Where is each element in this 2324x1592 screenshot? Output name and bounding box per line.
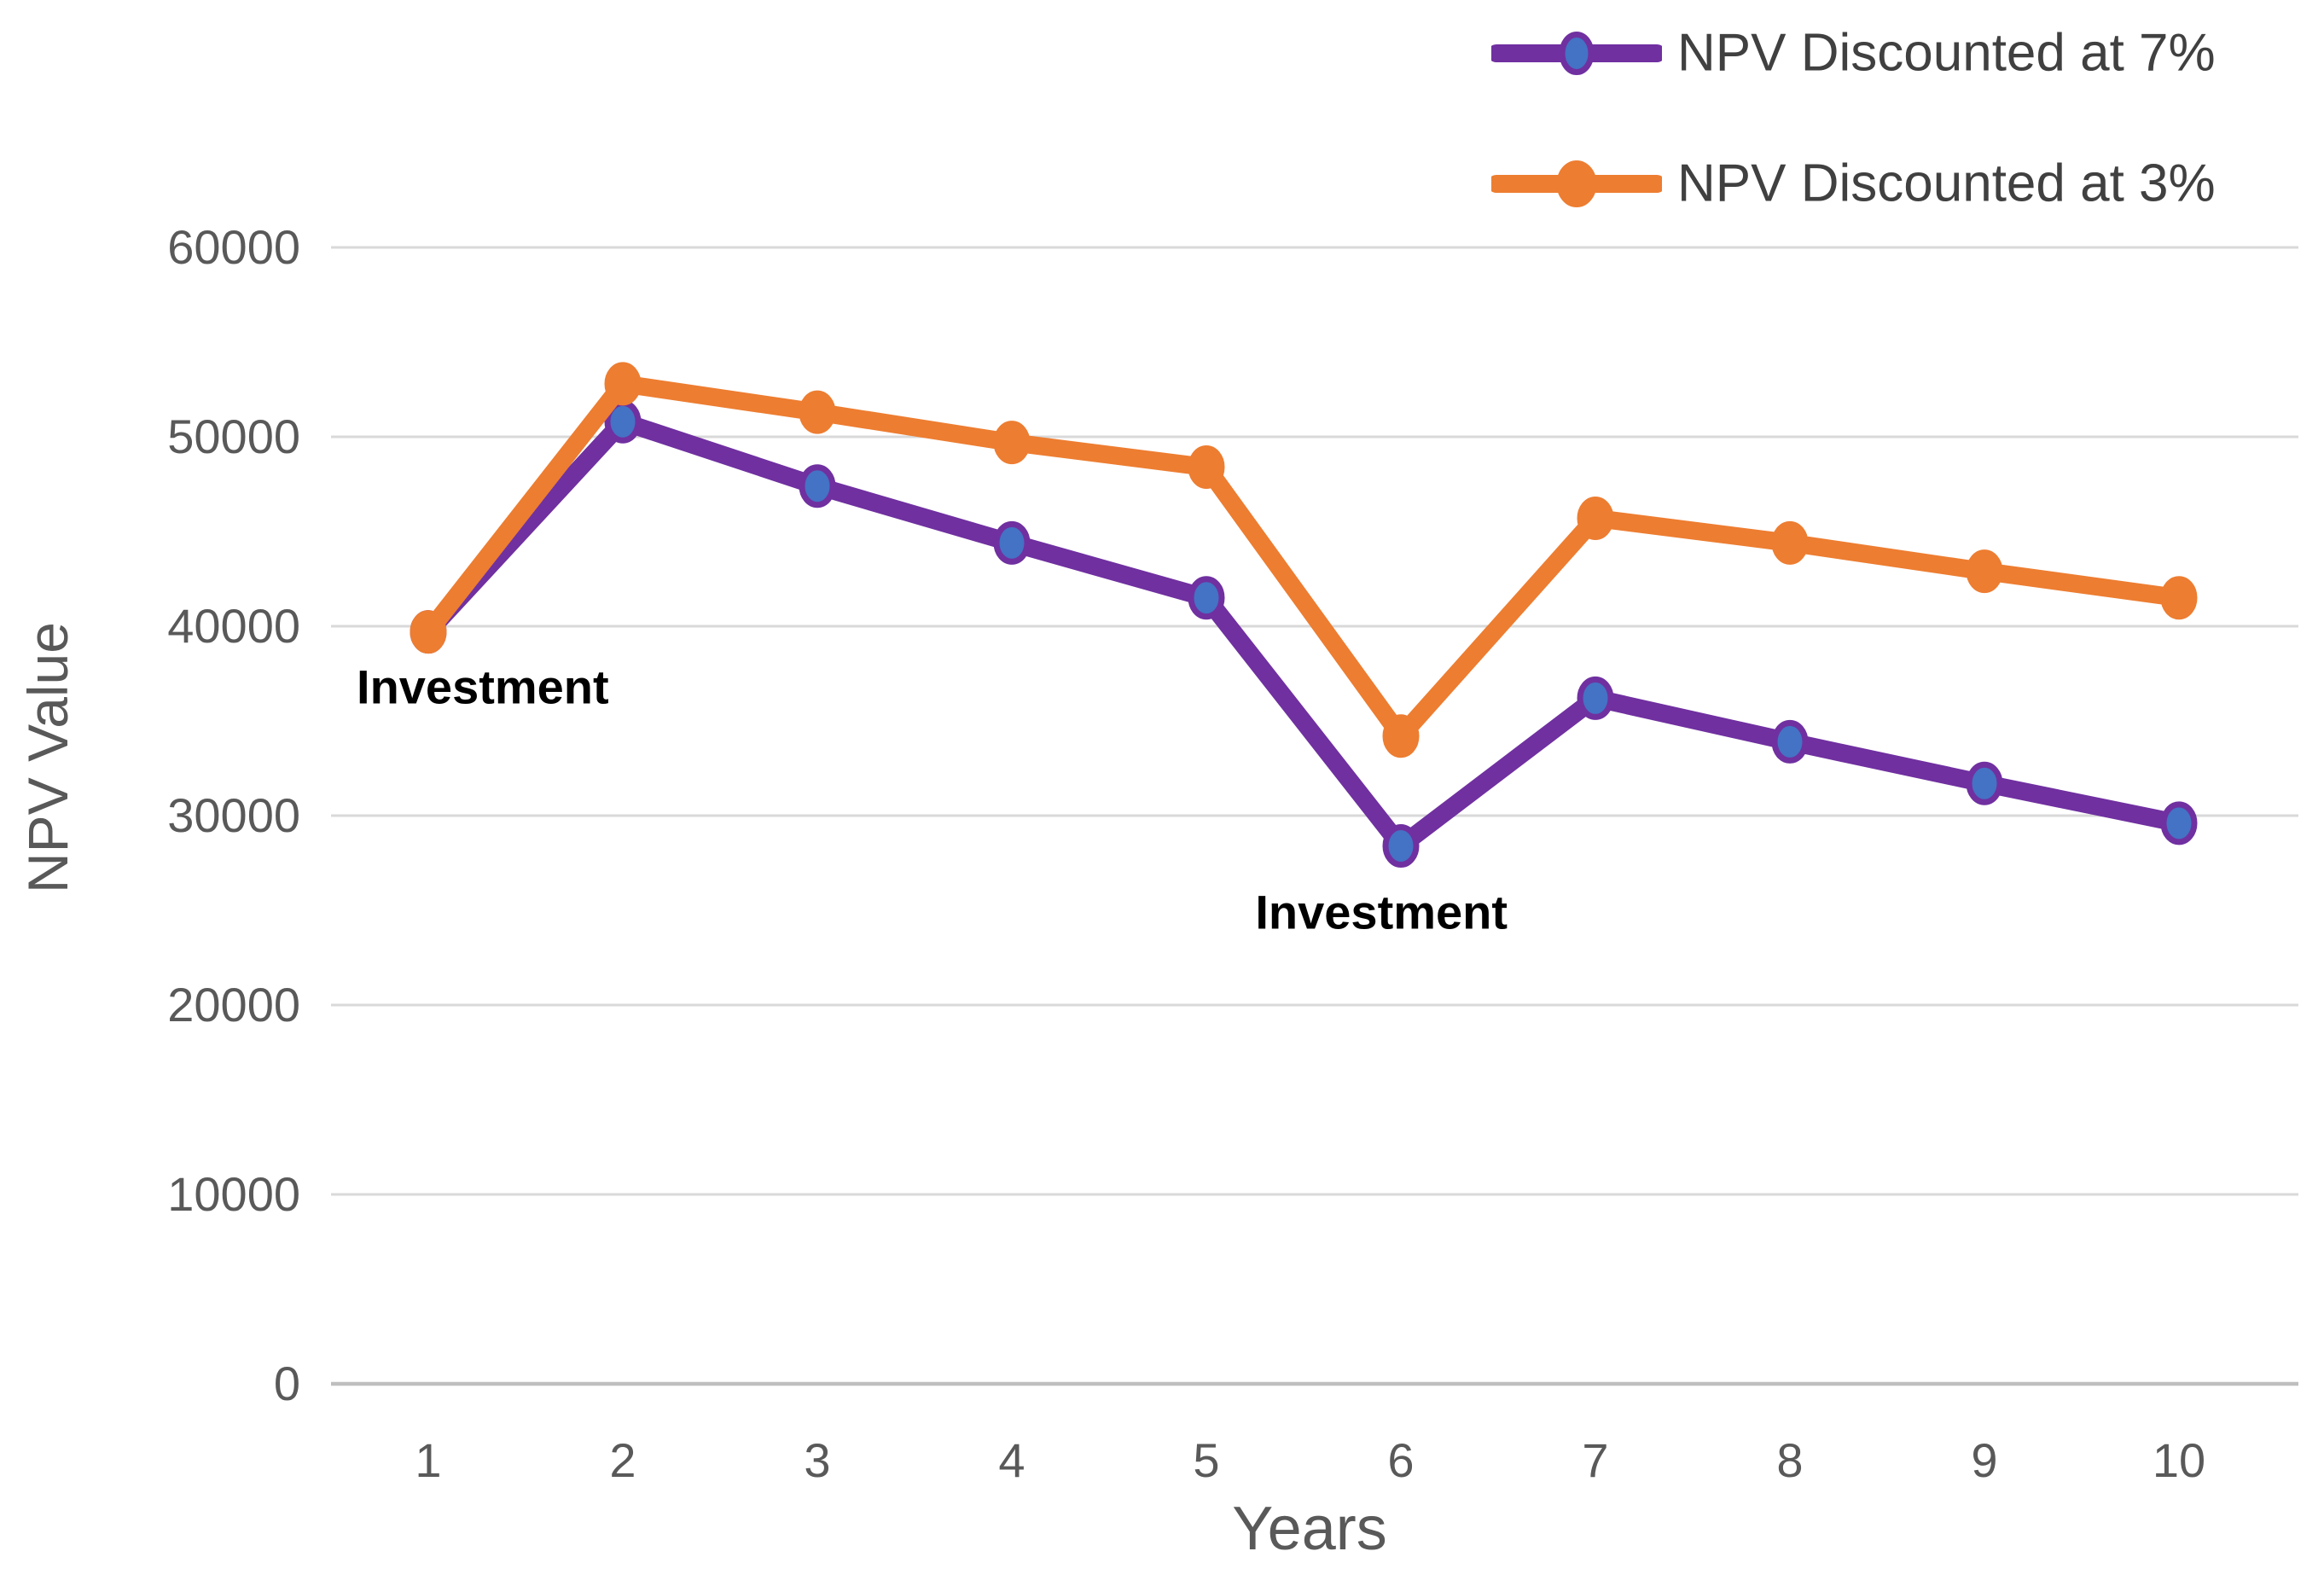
svg-text:60000: 60000 — [167, 220, 300, 274]
svg-text:8: 8 — [1776, 1433, 1803, 1487]
x-axis-title: Years — [1232, 1495, 1387, 1563]
svg-text:6: 6 — [1387, 1433, 1414, 1487]
y-axis-title: NPV Value — [16, 622, 79, 893]
svg-text:0: 0 — [274, 1357, 300, 1410]
svg-text:3: 3 — [804, 1433, 830, 1487]
svg-text:1: 1 — [415, 1433, 441, 1487]
legend-line-sample-npv-3 — [1491, 160, 1662, 207]
svg-text:7: 7 — [1582, 1433, 1608, 1487]
svg-text:2: 2 — [609, 1433, 636, 1487]
annotation-investment-2: Investment — [1255, 885, 1508, 939]
annotation-investment-1: Investment — [357, 659, 609, 714]
legend-item-npv-7: NPV Discounted at 7% — [1491, 23, 2216, 84]
legend-line-sample-npv-7 — [1491, 31, 1662, 75]
legend-item-npv-3: NPV Discounted at 3% — [1491, 154, 2216, 214]
svg-text:5: 5 — [1193, 1433, 1219, 1487]
svg-text:30000: 30000 — [167, 788, 300, 842]
svg-text:10000: 10000 — [167, 1167, 300, 1221]
svg-text:20000: 20000 — [167, 978, 300, 1031]
svg-text:4: 4 — [998, 1433, 1025, 1487]
svg-text:9: 9 — [1971, 1433, 1997, 1487]
legend-label-npv-3: NPV Discounted at 3% — [1677, 154, 2216, 213]
svg-text:10: 10 — [2153, 1433, 2205, 1487]
svg-text:40000: 40000 — [167, 599, 300, 653]
legend-label-npv-7: NPV Discounted at 7% — [1677, 23, 2216, 83]
svg-text:50000: 50000 — [167, 410, 300, 463]
